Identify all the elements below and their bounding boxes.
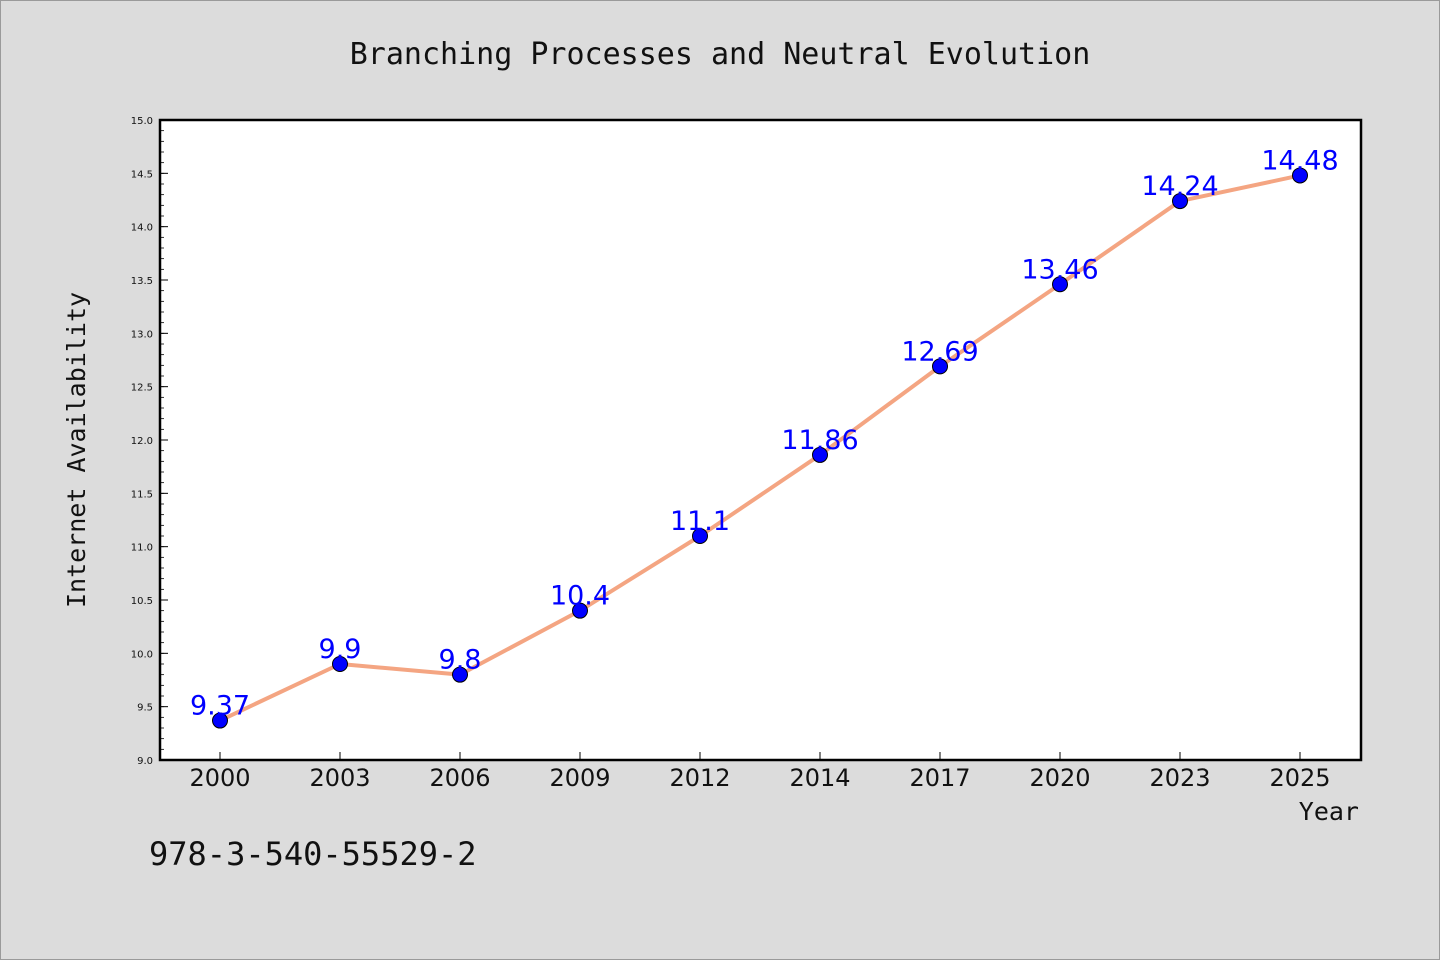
data-label: 9.37 — [190, 691, 250, 722]
data-label: 14.48 — [1261, 145, 1338, 176]
x-tick-label: 2012 — [669, 764, 730, 792]
x-tick-label: 2009 — [549, 764, 610, 792]
chart-title: Branching Processes and Neutral Evolutio… — [350, 37, 1091, 72]
x-tick-label: 2000 — [189, 764, 250, 792]
data-point — [1172, 193, 1188, 210]
data-point — [692, 528, 708, 544]
y-tick-label: 12.0 — [131, 436, 153, 447]
y-tick-label: 13.0 — [131, 329, 153, 340]
x-tick-label: 2006 — [429, 764, 490, 792]
y-tick-label: 11.5 — [131, 489, 153, 500]
y-tick-label: 14.0 — [131, 223, 153, 234]
data-label: 11.86 — [781, 425, 858, 456]
data-label: 12.69 — [901, 336, 978, 367]
y-tick-label: 10.5 — [131, 596, 153, 607]
data-label: 9.8 — [439, 645, 482, 676]
isbn-text: 978-3-540-55529-2 — [149, 835, 477, 873]
data-point — [452, 666, 468, 683]
data-label: 10.4 — [550, 581, 610, 612]
data-point — [812, 446, 828, 463]
y-tick-label: 14.5 — [131, 169, 153, 180]
x-tick-label: 2003 — [309, 764, 370, 792]
y-axis-label: Internet Availability — [62, 292, 91, 608]
y-tick-label: 11.0 — [131, 543, 153, 554]
data-point — [332, 656, 348, 672]
x-tick-label: 2025 — [1269, 764, 1330, 792]
x-axis-label: Year — [1299, 797, 1359, 826]
x-tick-label: 2014 — [789, 764, 850, 792]
data-point — [1052, 276, 1068, 293]
x-axis: 2000 2003 2006 2009 2012 2014 2017 2020 2023 2025 — [189, 752, 1331, 792]
y-axis: 9.0 9.5 10.0 10.5 11.0 11.5 12.0 12.5 13.0 13.5 14… — [131, 116, 168, 767]
data-point — [212, 712, 228, 729]
y-tick-label: 9.0 — [137, 756, 153, 767]
y-tick-label: 13.5 — [131, 276, 153, 287]
data-point — [1292, 167, 1308, 184]
x-tick-label: 2023 — [1149, 764, 1210, 792]
data-label: 11.1 — [670, 506, 730, 537]
y-tick-label: 10.0 — [131, 649, 153, 660]
y-tick-label: 15.0 — [131, 116, 153, 127]
data-label: 9.9 — [319, 634, 362, 665]
data-label: 13.46 — [1021, 254, 1098, 285]
x-tick-label: 2017 — [909, 764, 970, 792]
x-tick-label: 2020 — [1029, 764, 1090, 792]
data-point — [572, 602, 588, 619]
y-tick-label: 9.5 — [137, 703, 153, 714]
series-line — [218, 173, 1302, 723]
data-point — [932, 358, 948, 375]
data-label: 14.24 — [1141, 171, 1218, 202]
plot-area — [158, 118, 1363, 762]
series-layer: 9.37 9.9 9.8 10.4 11.1 11.86 12.69 13.46 14.24 14… — [190, 145, 1339, 729]
y-tick-label: 12.5 — [131, 383, 153, 394]
